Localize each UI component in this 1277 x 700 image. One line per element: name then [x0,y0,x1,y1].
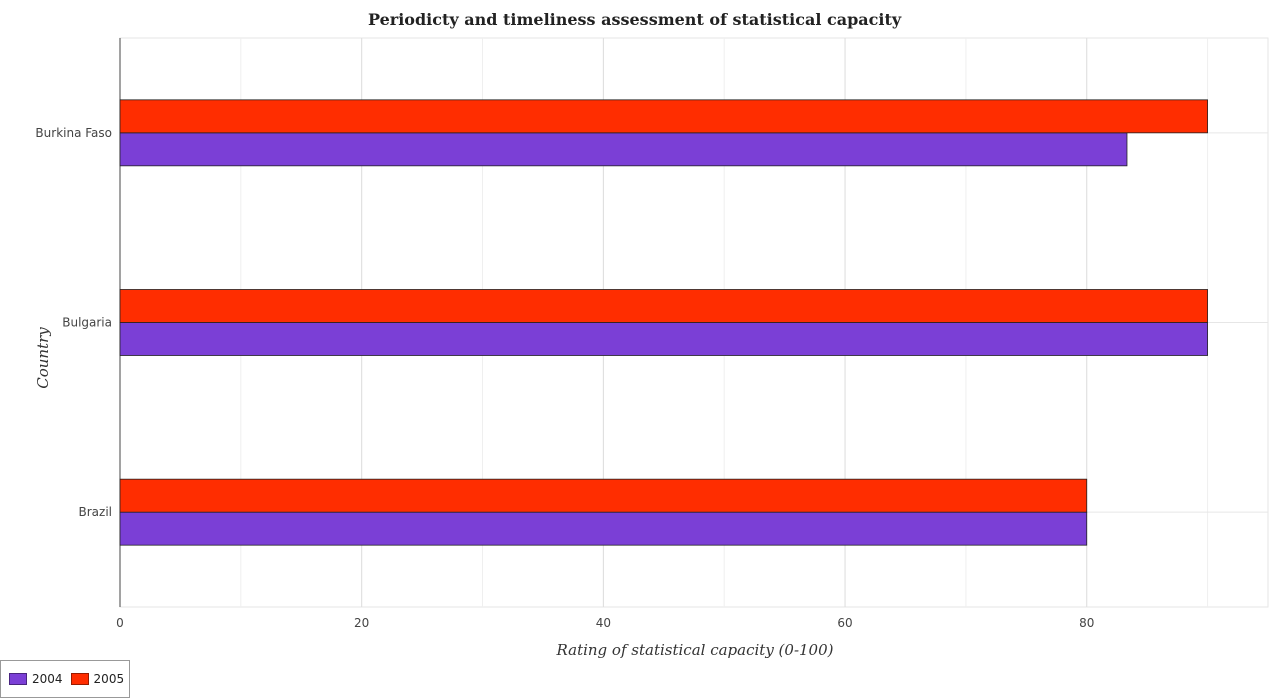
x-axis-label: Rating of statistical capacity (0-100) [555,641,833,659]
legend-swatch-2005 [70,673,89,685]
x-tick-label: 60 [837,616,852,630]
legend: 2004 2005 [0,660,130,698]
y-tick-label: Bulgaria [62,316,112,330]
bar-2005-bulgaria [119,289,1208,323]
x-tick-label: 40 [596,616,611,630]
y-axis-label: Country [34,327,52,389]
legend-label-2005: 2005 [93,672,125,686]
bar-2004-burkina-faso [119,132,1128,167]
y-tick-label: Brazil [79,505,113,519]
legend-item-2005: 2005 [70,672,125,686]
chart-title: Periodicty and timeliness assessment of … [368,10,902,29]
legend-swatch-2004 [9,673,27,685]
y-tick-label: Burkina Faso [35,126,112,140]
legend-label-2004: 2004 [32,672,63,686]
x-tick-label: 0 [116,616,124,630]
legend-item-2004: 2004 [9,672,63,686]
bar-2005-burkina-faso [119,99,1208,134]
x-tick-label: 20 [354,616,369,630]
x-tick-label: 80 [1079,616,1094,630]
y-tick-labels: Brazil Bulgaria Burkina Faso [35,126,112,519]
bar-2005-brazil [119,478,1088,513]
bar-2004-bulgaria [119,322,1208,356]
bar-2004-brazil [119,511,1088,546]
bars-group [119,99,1208,546]
x-tick-labels: 0 20 40 60 80 [116,616,1094,630]
